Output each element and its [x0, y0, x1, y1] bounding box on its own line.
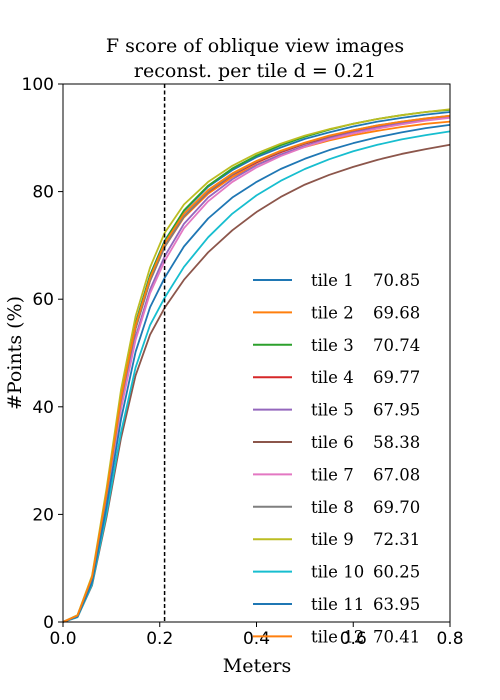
series-line-tile-10 — [62, 130, 451, 623]
x-axis-label: Meters — [223, 655, 291, 677]
legend-label-tile-8: tile 8 — [311, 498, 354, 517]
legend: tile 1 70.85 tile 2 69.68 tile 3 70.74 tile 4 6… — [253, 271, 420, 646]
legend-score-tile-7: 67.08 — [373, 465, 420, 484]
legend-score-tile-11: 63.95 — [373, 595, 420, 614]
legend-score-tile-5: 67.95 — [373, 401, 420, 420]
axes-group: 0.0 0.2 0.4 0.6 0.8 0 20 40 60 80 100 — [22, 75, 464, 649]
x-tick-label: 0.6 — [340, 629, 367, 649]
series-line-tile-11 — [62, 123, 451, 623]
legend-label-tile-3: tile 3 — [311, 336, 354, 355]
legend-score-tile-4: 69.77 — [373, 368, 420, 387]
x-tick-label: 0.4 — [243, 629, 270, 649]
series-group — [62, 108, 451, 623]
legend-label-tile-12: tile 12 — [311, 627, 364, 646]
legend-label-tile-1: tile 1 — [311, 271, 354, 290]
legend-label-tile-5: tile 5 — [311, 401, 354, 420]
legend-label-tile-4: tile 4 — [311, 368, 354, 387]
x-tick-label: 0.8 — [436, 629, 463, 649]
legend-label-tile-11: tile 11 — [311, 595, 364, 614]
legend-score-tile-9: 72.31 — [373, 530, 420, 549]
y-tick-label: 60 — [32, 290, 54, 310]
legend-label-tile-6: tile 6 — [311, 433, 354, 452]
legend-score-tile-10: 60.25 — [373, 563, 420, 582]
y-tick-label: 100 — [22, 75, 54, 95]
legend-label-tile-2: tile 2 — [311, 303, 354, 322]
legend-label-tile-9: tile 9 — [311, 530, 354, 549]
y-tick-label: 40 — [32, 398, 54, 418]
legend-score-tile-8: 69.70 — [373, 498, 420, 517]
legend-score-tile-3: 70.74 — [373, 336, 420, 355]
legend-score-tile-12: 70.41 — [373, 627, 420, 646]
legend-label-tile-10: tile 10 — [311, 563, 364, 582]
legend-label-tile-7: tile 7 — [311, 465, 354, 484]
y-tick-label: 80 — [32, 183, 54, 203]
y-tick-label: 0 — [43, 613, 54, 633]
legend-score-tile-6: 58.38 — [373, 433, 420, 452]
y-tick-label: 20 — [32, 505, 54, 525]
series-line-tile-7 — [62, 116, 451, 623]
legend-score-tile-1: 70.85 — [373, 271, 420, 290]
x-tick-label: 0.0 — [49, 629, 76, 649]
series-line-tile-12 — [62, 114, 451, 623]
y-axis-label: #Points (%) — [4, 296, 26, 410]
x-tick-label: 0.2 — [146, 629, 173, 649]
chart-title-line-1: F score of oblique view images — [106, 35, 404, 57]
legend-score-tile-2: 69.68 — [373, 303, 420, 322]
chart-title-line-2: reconst. per tile d = 0.21 — [134, 60, 376, 82]
